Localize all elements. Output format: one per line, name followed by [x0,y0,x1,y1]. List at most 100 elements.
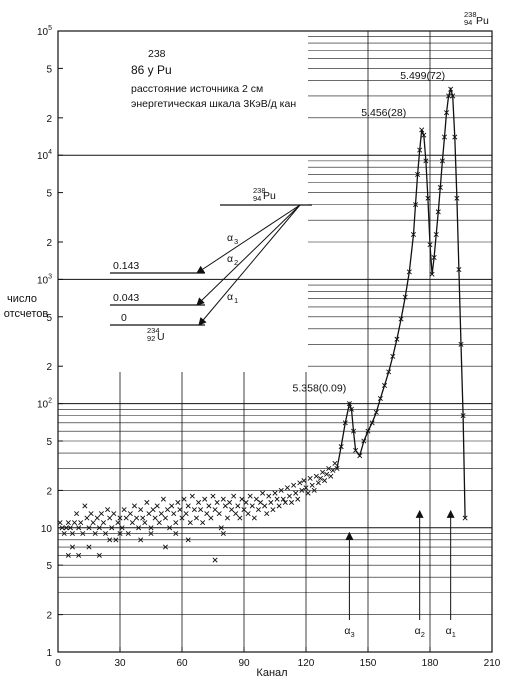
peak-labels: 5.358(0.09) 5.456(28) 5.499(72) [293,70,446,394]
data-point [233,511,239,517]
data-point [206,503,212,509]
data-point [208,515,214,521]
data-point [76,525,82,531]
data-point [100,520,106,526]
data-point [187,520,193,526]
data-point [280,496,286,502]
data-point [156,520,162,526]
data-point [245,511,251,517]
svg-text:α: α [227,253,233,265]
alpha-arrow-label: α1 [446,625,456,639]
data-point [148,525,154,531]
data-point [173,520,179,526]
data-point [264,511,270,517]
data-point [410,231,416,237]
data-point [171,511,177,517]
data-point [67,525,73,531]
data-point [299,487,305,493]
data-point [185,537,191,543]
svg-text:α: α [227,232,233,244]
data-point [423,158,429,164]
x-tick-label: 210 [484,658,501,669]
y-tick-label: 2 [46,114,52,125]
svg-text:86 у Pu: 86 у Pu [131,63,172,77]
data-point [346,401,352,407]
data-point [266,493,272,499]
data-point [181,496,187,502]
data-point [109,525,115,531]
data-point [88,511,94,517]
data-point [324,471,330,477]
data-point [222,503,228,509]
data-point [86,544,92,550]
y-tick-label: 105 [37,25,52,38]
data-point [160,496,166,502]
data-point [394,336,400,342]
data-point [167,525,173,531]
y-tick-label: 103 [37,273,52,286]
data-point [258,499,264,505]
data-point [351,428,357,434]
data-point [131,503,137,509]
data-point [72,520,78,526]
data-point [413,202,419,208]
data-point [239,496,245,502]
data-point [431,255,437,261]
data-point [121,507,127,513]
data-point [154,503,160,509]
data-point [270,507,276,513]
data-point [417,147,423,153]
peak-points [334,86,468,521]
data-point [441,134,447,140]
data-point [117,515,123,521]
y-tick-label: 10 [41,524,53,535]
data-point [173,530,179,537]
data-point [129,520,135,526]
svg-text:238: 238 [253,186,266,195]
data-point [274,496,280,502]
data-point [65,520,71,526]
data-point [462,515,468,521]
peak-label: 5.456(28) [361,107,406,119]
data-point [183,511,189,517]
y-tick-label: 104 [37,149,52,162]
svg-text:238: 238 [464,10,477,19]
data-point [107,537,113,543]
data-point [127,511,133,517]
data-point [152,515,158,521]
svg-text:расстояние источника 2 см: расстояние источника 2 см [131,83,263,95]
data-point [69,530,75,537]
data-point [123,515,129,521]
y-tick-label: 5 [46,64,52,75]
data-point [435,209,441,215]
decay-scheme: 238 94 Pu 0.143 0.043 0 α 3 α 2 α 1 234 … [110,186,312,343]
data-point [249,503,255,509]
data-point [237,515,243,521]
data-point [365,428,371,434]
data-point [80,530,86,537]
data-point [78,520,84,526]
data-point [98,511,104,517]
data-point [353,447,359,453]
data-point [307,475,313,481]
data-point [361,438,367,444]
data-point [177,507,183,513]
data-point [289,499,295,505]
data-point [191,507,197,513]
svg-text:2: 2 [234,258,238,267]
data-point [334,466,340,472]
data-point [262,503,268,509]
data-point [196,499,202,505]
data-point [377,395,383,401]
data-point [326,466,332,472]
data-point [253,496,259,502]
data-point [305,490,311,496]
data-point [162,544,168,550]
data-point [382,382,388,388]
data-point [427,242,433,248]
data-point [328,473,334,479]
data-point [200,520,206,526]
data-point [278,487,284,493]
data-point [90,520,96,526]
